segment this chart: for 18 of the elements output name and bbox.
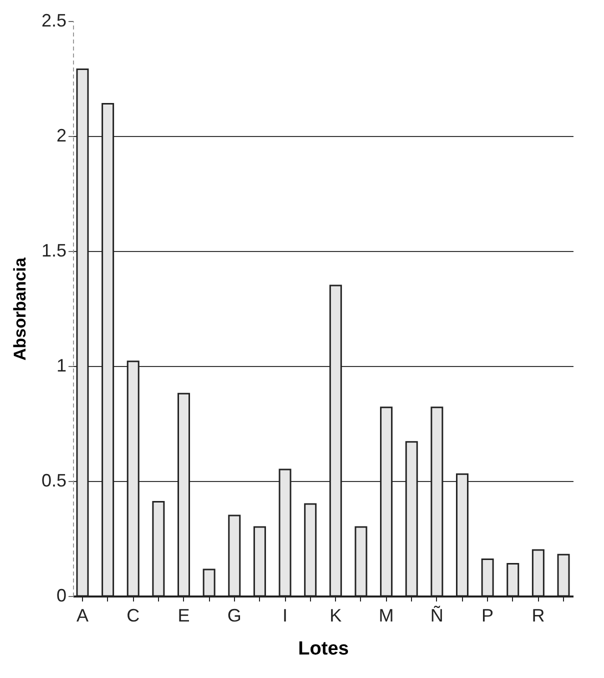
- x-axis-title: Lotes: [298, 638, 349, 660]
- x-tick-label: P: [482, 606, 494, 626]
- x-tick-label: G: [227, 606, 242, 626]
- x-tick-label: A: [76, 606, 88, 626]
- y-tick-label: 1: [56, 356, 66, 376]
- y-axis-title: Absorbancia: [10, 256, 30, 360]
- x-tick-label: E: [178, 606, 190, 626]
- y-tick-label: 1.5: [41, 240, 66, 260]
- y-tick-label: 2: [56, 126, 66, 146]
- x-tick-label: R: [532, 606, 545, 626]
- y-tick-label: 0: [56, 586, 66, 606]
- x-tick-label: I: [282, 606, 288, 626]
- x-tick-label: C: [126, 606, 140, 626]
- x-tick-label: K: [330, 606, 342, 626]
- x-tick-label: M: [378, 606, 394, 626]
- y-tick-label: 2.5: [41, 10, 66, 30]
- x-tick-label: Ñ: [430, 606, 444, 626]
- y-tick-label: 0.5: [41, 470, 66, 490]
